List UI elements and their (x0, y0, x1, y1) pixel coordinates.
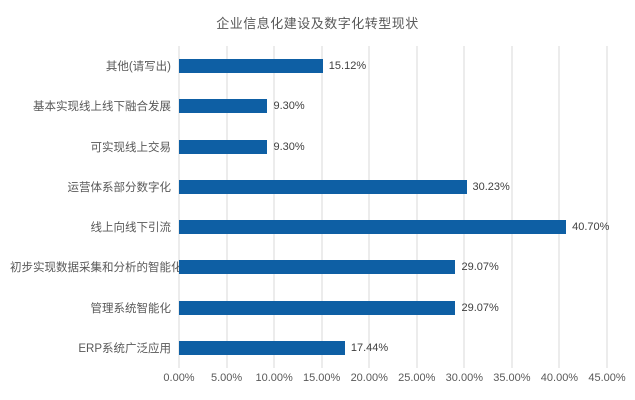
gridline (558, 46, 560, 368)
bar-row: ERP系统广泛应用 17.44% (10, 328, 607, 368)
category-label: 可实现线上交易 (90, 141, 172, 154)
bar-track: 9.30% (179, 86, 607, 126)
value-label: 40.70% (572, 221, 610, 234)
bar (179, 99, 268, 114)
bar (179, 220, 567, 235)
value-label: 9.30% (273, 100, 305, 113)
bar-row: 运营体系部分数字化 30.23% (10, 167, 607, 207)
x-tick-label: 35.00% (493, 372, 531, 384)
bar-track: 9.30% (179, 127, 607, 167)
x-tick-label: 10.00% (255, 372, 293, 384)
x-tick-label: 15.00% (303, 372, 341, 384)
category-label: 基本实现线上线下融合发展 (33, 101, 171, 114)
category-label: 其他(请写出) (105, 61, 171, 74)
rows: 其他(请写出) 15.12% 基本实现线上线下融合发展 9.30% 可实现线上交易 9.3… (10, 46, 610, 368)
value-label: 30.23% (472, 180, 510, 193)
x-tick-label: 20.00% (350, 372, 388, 384)
value-label: 9.30% (273, 140, 305, 153)
category-label: 初步实现数据采集和分析的智能化 (10, 262, 183, 275)
bar (179, 300, 456, 315)
bar-track: 29.07% (179, 288, 607, 328)
value-label: 15.12% (328, 60, 367, 73)
gridline (463, 46, 465, 368)
chart-title: 企业信息化建设及数字化转型现状 (216, 16, 419, 31)
category-label: 管理系统智能化 (90, 302, 172, 315)
bar-row: 管理系统智能化 29.07% (10, 288, 607, 328)
bar-track: 17.44% (179, 328, 607, 368)
bar-row: 可实现线上交易 9.30% (10, 127, 607, 167)
value-label: 29.07% (461, 301, 499, 314)
gridline (273, 46, 275, 368)
bar (179, 179, 467, 194)
bar-track: 29.07% (179, 247, 607, 287)
bar-track: 40.70% (179, 207, 610, 247)
gridline (321, 46, 323, 368)
bar (179, 340, 345, 355)
x-tick-label: 25.00% (398, 372, 436, 384)
category-label: ERP系统广泛应用 (78, 342, 171, 355)
bar-row: 基本实现线上线下融合发展 9.30% (10, 86, 607, 126)
category-label: 线上向线下引流 (90, 222, 172, 235)
bar-track: 30.23% (179, 167, 607, 207)
bar (179, 139, 268, 154)
bar-row: 初步实现数据采集和分析的智能化 29.07% (10, 247, 607, 287)
x-tick-label: 5.00% (210, 372, 243, 384)
bar (179, 59, 323, 74)
gridline (511, 46, 513, 368)
bar-row: 线上向线下引流 40.70% (10, 207, 610, 247)
x-tick-label: 45.00% (588, 372, 626, 384)
bar-row: 其他(请写出) 15.12% (10, 46, 607, 86)
gridlines (178, 46, 608, 368)
gridline (606, 46, 608, 368)
gridline (368, 46, 370, 368)
value-label: 29.07% (461, 261, 499, 274)
value-label: 17.44% (350, 341, 389, 354)
plot-area: 其他(请写出) 15.12% 基本实现线上线下融合发展 9.30% 可实现线上交易 9.3… (10, 46, 610, 368)
x-tick-label: 40.00% (540, 372, 579, 384)
x-tick-label: 30.00% (445, 372, 483, 384)
gridline (178, 46, 180, 368)
bar (179, 260, 456, 275)
x-axis: 0.00% 5.00% 10.00% 15.00% 20.00% 25.00% 30.00%… (163, 372, 625, 388)
bar-track: 15.12% (179, 46, 607, 86)
x-tick-label: 0.00% (163, 372, 195, 384)
category-label: 运营体系部分数字化 (67, 181, 172, 194)
gridline (416, 46, 418, 368)
gridline (226, 46, 228, 368)
